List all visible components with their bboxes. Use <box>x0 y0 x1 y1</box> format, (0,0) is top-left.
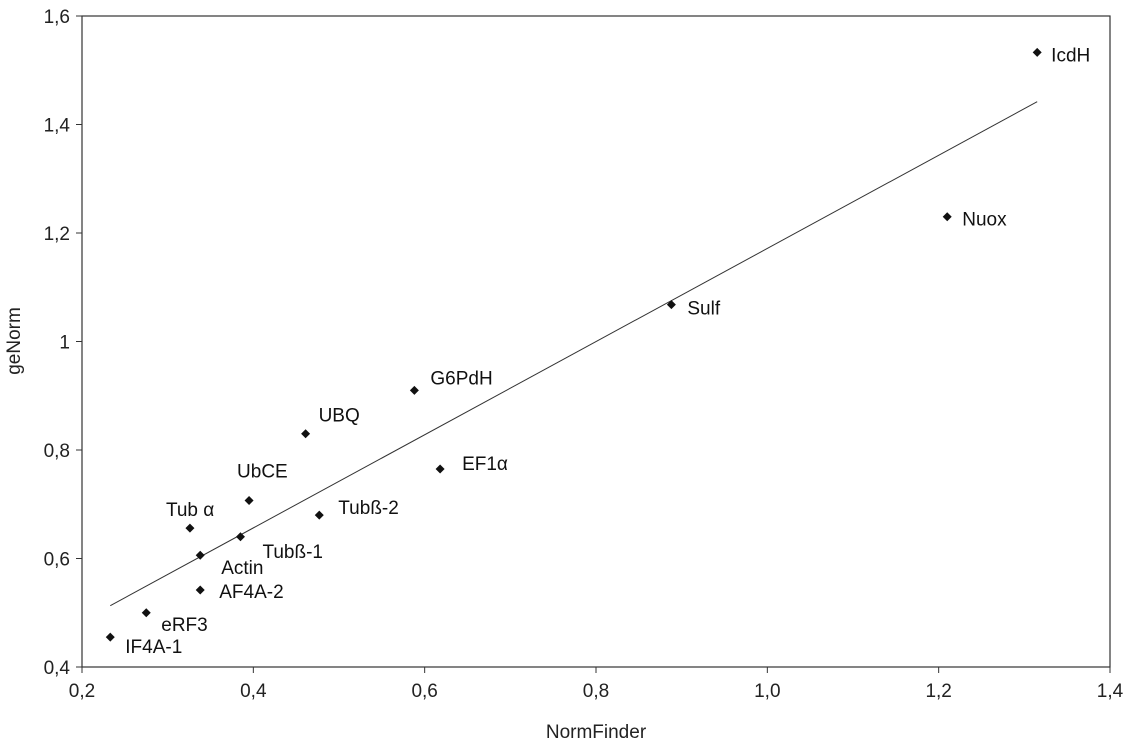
x-tick-label: 1,2 <box>925 681 951 702</box>
x-tick-label: 0,2 <box>69 681 95 702</box>
x-tick-label: 0,4 <box>240 681 267 702</box>
data-point-label: G6PdH <box>430 368 492 389</box>
y-tick-label: 0,6 <box>44 550 70 571</box>
y-tick-label: 1 <box>59 333 70 354</box>
y-tick-label: 1,2 <box>44 224 70 245</box>
data-point-label: IcdH <box>1051 45 1090 66</box>
data-point-label: AF4A-2 <box>219 582 283 603</box>
data-point-label: Sulf <box>687 299 720 320</box>
y-tick-label: 1,6 <box>44 7 70 28</box>
x-tick-label: 0,8 <box>583 681 609 702</box>
data-point-label: Actin <box>221 558 263 579</box>
data-point-label: eRF3 <box>161 615 207 636</box>
data-point-label: UbCE <box>237 461 288 482</box>
data-point-marker <box>409 385 419 395</box>
data-point-label: Tubß-1 <box>262 542 323 563</box>
y-tick-label: 1,4 <box>44 116 71 137</box>
data-point-marker <box>235 532 245 542</box>
data-point-marker <box>185 523 195 533</box>
y-tick-label: 0,4 <box>44 658 71 679</box>
data-point-label: Tubß-2 <box>338 498 399 519</box>
data-points: IcdH Nuox Sulf G6PdH UBQ EF1α UbCE Tubß-2 Tub α T… <box>105 45 1090 658</box>
y-axis-ticks: 0,4 0,6 0,8 1 1,2 1,4 1,6 <box>44 7 82 679</box>
data-point-marker <box>314 510 324 520</box>
x-axis-title: NormFinder <box>546 722 647 741</box>
y-axis-title: geNorm <box>4 307 25 375</box>
data-point-label: Tub α <box>166 500 214 521</box>
data-point-label: IF4A-1 <box>125 637 182 658</box>
data-point-marker <box>301 429 311 439</box>
x-tick-label: 1,4 <box>1097 681 1124 702</box>
data-point-label: Nuox <box>962 210 1007 231</box>
data-point-marker <box>942 212 952 222</box>
data-point-marker <box>141 608 151 618</box>
data-point-label: EF1α <box>462 454 508 475</box>
data-point-marker <box>195 550 205 560</box>
data-point-marker <box>195 585 205 595</box>
x-axis-ticks: 0,2 0,4 0,6 0,8 1,0 1,2 1,4 <box>69 667 1124 702</box>
x-tick-label: 1,0 <box>754 681 780 702</box>
x-tick-label: 0,6 <box>411 681 437 702</box>
y-tick-label: 0,8 <box>44 441 70 462</box>
data-point-label: UBQ <box>319 406 360 427</box>
data-point-marker <box>435 464 445 474</box>
data-point-marker <box>244 495 254 505</box>
data-point-marker <box>666 300 676 310</box>
trendline <box>110 101 1038 607</box>
data-point-marker <box>1032 47 1042 57</box>
data-point-marker <box>105 632 115 642</box>
